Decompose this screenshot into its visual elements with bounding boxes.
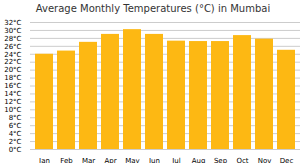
html-text:Average Monthly Temperatures (: Average Monthly Temperatures (°C) in Mum… [35,3,271,14]
svg-text:14°C: 14°C [4,90,21,98]
svg-text:Nov: Nov [258,157,272,163]
svg-text:Dec: Dec [280,157,294,163]
svg-text:28°C: 28°C [4,35,21,43]
svg-text:20°C: 20°C [4,66,21,74]
svg-text:26°C: 26°C [4,43,21,51]
svg-text:Sep: Sep [214,157,228,163]
svg-text:30°C: 30°C [4,27,21,35]
svg-text:18°C: 18°C [4,74,21,82]
svg-text:32°C: 32°C [4,19,21,27]
svg-text:6°C: 6°C [9,122,22,130]
svg-text:4°C: 4°C [9,130,22,138]
svg-text:2°C: 2°C [9,138,22,146]
svg-text:10°C: 10°C [4,106,21,114]
svg-text:Apr: Apr [104,157,116,163]
svg-text:Mar: Mar [82,157,95,163]
svg-text:Oct: Oct [236,157,248,163]
svg-text:Feb: Feb [60,157,73,163]
svg-text:8°C: 8°C [9,114,22,122]
svg-text:Aug: Aug [192,157,206,163]
svg-text:Jun: Jun [148,157,160,163]
svg-text:24°C: 24°C [4,50,21,58]
svg-text:12°C: 12°C [4,98,21,106]
svg-text:Jan: Jan [38,157,50,163]
svg-text:May: May [125,157,139,163]
svg-text:Jul: Jul [171,157,181,163]
svg-text:22°C: 22°C [4,58,21,66]
svg-text:0°C: 0°C [9,146,22,154]
svg-text:16°C: 16°C [4,82,21,90]
